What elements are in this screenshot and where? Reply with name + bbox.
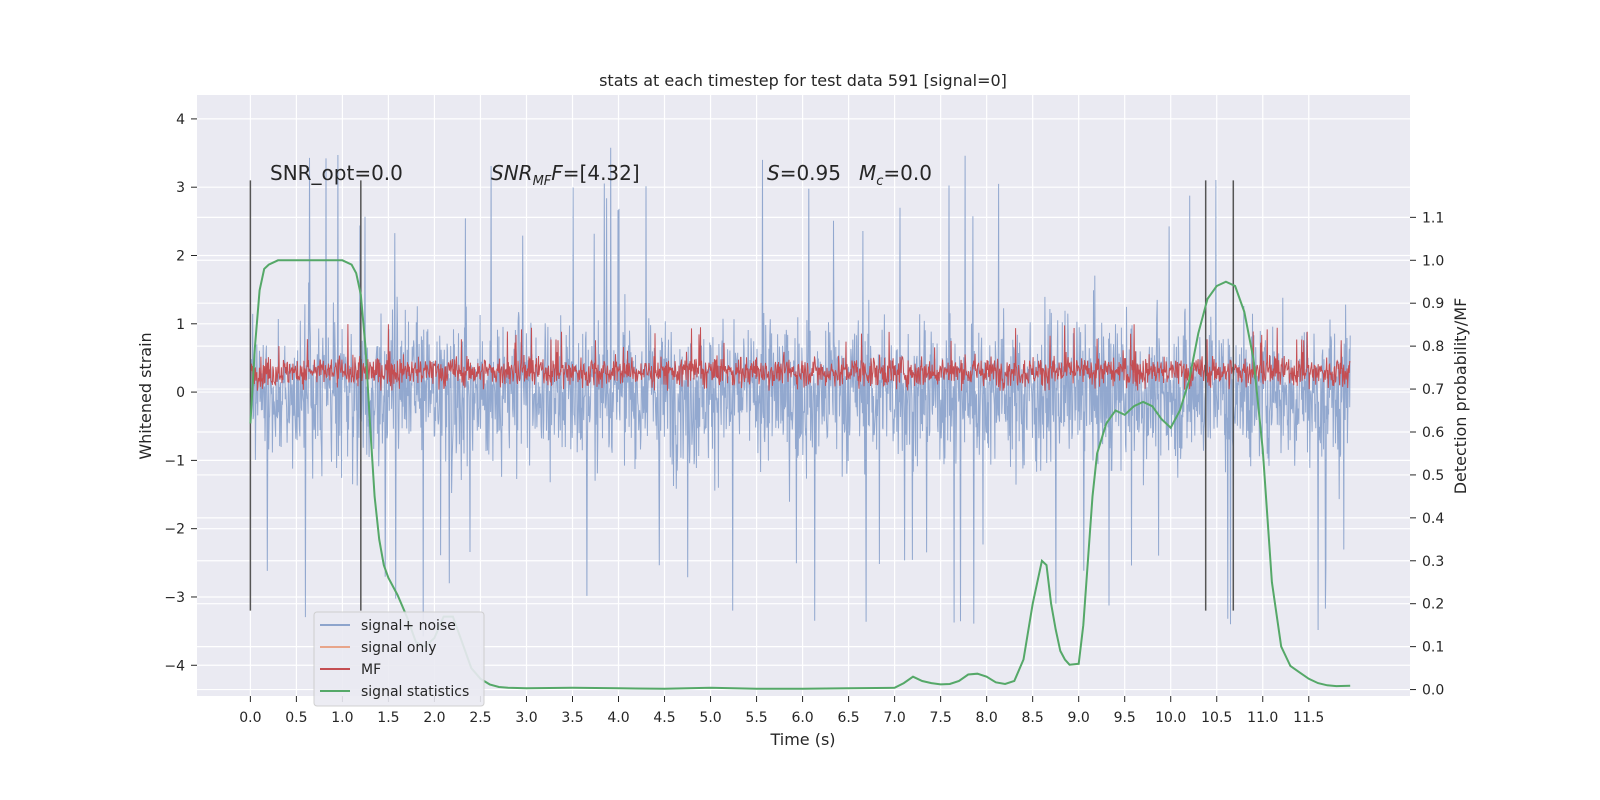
x-axis-label: Time (s) — [769, 730, 835, 749]
x-tick-label: 3.0 — [515, 710, 537, 726]
y2-tick-label: 0.2 — [1422, 597, 1444, 613]
x-tick-label: 9.0 — [1068, 710, 1090, 726]
mc-annotation: Mc=0.0 — [859, 161, 932, 189]
y2-tick-label: 0.4 — [1422, 511, 1444, 527]
y-tick-label: −4 — [164, 658, 185, 674]
y-tick-label: −1 — [164, 453, 185, 469]
series-mf — [249, 324, 1351, 391]
y-tick-label: 0 — [176, 385, 185, 401]
y-axis-ticks: 4 3 2 1 0 −1 −2 −3 −4 — [164, 112, 197, 674]
x-tick-label: 6.5 — [837, 710, 859, 726]
x-tick-label: 9.5 — [1114, 710, 1136, 726]
x-tick-label: 6.0 — [791, 710, 813, 726]
y-tick-label: 3 — [176, 180, 185, 196]
s-annotation: S=0.95 — [767, 161, 841, 185]
x-tick-label: 10.5 — [1201, 710, 1232, 726]
x-tick-label: 4.5 — [653, 710, 675, 726]
y2-tick-label: 0.3 — [1422, 554, 1444, 570]
x-tick-label: 10.0 — [1155, 710, 1186, 726]
x-tick-label: 2.5 — [469, 710, 491, 726]
y2-axis-label: Detection probability/MF — [1451, 298, 1470, 495]
y-tick-label: −2 — [164, 522, 185, 538]
y2-axis-ticks: 1.1 1.0 0.9 0.8 0.7 0.6 0.5 0.4 0.3 0.2 0.1 0.0 — [1410, 210, 1444, 699]
x-tick-label: 5.5 — [745, 710, 767, 726]
legend: signal+ noise signal only MF signal stat… — [313, 611, 485, 707]
x-tick-label: 11.0 — [1247, 710, 1278, 726]
x-tick-label: 1.0 — [331, 710, 353, 726]
y-tick-label: 4 — [176, 112, 185, 128]
x-tick-label: 5.0 — [699, 710, 721, 726]
x-tick-label: 11.5 — [1293, 710, 1324, 726]
x-tick-label: 1.5 — [377, 710, 399, 726]
legend-label-mf: MF — [361, 662, 381, 678]
x-tick-label: 8.0 — [976, 710, 998, 726]
y2-tick-label: 0.1 — [1422, 640, 1444, 656]
legend-label-signal-statistics: signal statistics — [361, 684, 469, 700]
x-tick-label: 7.0 — [883, 710, 905, 726]
snr-mf-annotation: SNRMFF=[4.32] — [491, 161, 640, 189]
series-signal-statistics — [249, 259, 1351, 690]
x-tick-label: 0.5 — [285, 710, 307, 726]
legend-label-signal-noise: signal+ noise — [361, 618, 456, 634]
y2-tick-label: 0.6 — [1422, 425, 1444, 441]
x-tick-label: 0.0 — [239, 710, 261, 726]
chart-title: stats at each timestep for test data 591… — [599, 71, 1007, 90]
snr-opt-annotation: SNR_opt=0.0 — [270, 161, 403, 185]
y-axis-label: Whitened strain — [136, 332, 155, 459]
x-tick-label: 2.0 — [423, 710, 445, 726]
y-tick-label: 2 — [176, 248, 185, 264]
x-tick-label: 3.5 — [561, 710, 583, 726]
y2-tick-label: 0.0 — [1422, 683, 1444, 699]
y2-tick-label: 1.0 — [1422, 253, 1444, 269]
y2-tick-label: 1.1 — [1422, 210, 1444, 226]
y-tick-label: −3 — [164, 590, 185, 606]
legend-box — [313, 611, 485, 707]
y2-tick-label: 0.8 — [1422, 339, 1444, 355]
data-layer — [249, 147, 1351, 690]
annotations: SNR_opt=0.0 SNRMFF=[4.32] S=0.95 Mc=0.0 — [270, 161, 932, 189]
x-axis-ticks: 0.0 0.5 1.0 1.5 2.0 2.5 3.0 3.5 4.0 4.5 5.0 5.5 6.0 6… — [239, 696, 1324, 726]
x-tick-label: 8.5 — [1022, 710, 1044, 726]
x-tick-label: 4.0 — [607, 710, 629, 726]
legend-label-signal-only: signal only — [361, 640, 436, 656]
y2-tick-label: 0.5 — [1422, 468, 1444, 484]
y2-tick-label: 0.7 — [1422, 382, 1444, 398]
y2-tick-label: 0.9 — [1422, 296, 1444, 312]
y-tick-label: 1 — [176, 317, 185, 333]
x-tick-label: 7.5 — [929, 710, 951, 726]
